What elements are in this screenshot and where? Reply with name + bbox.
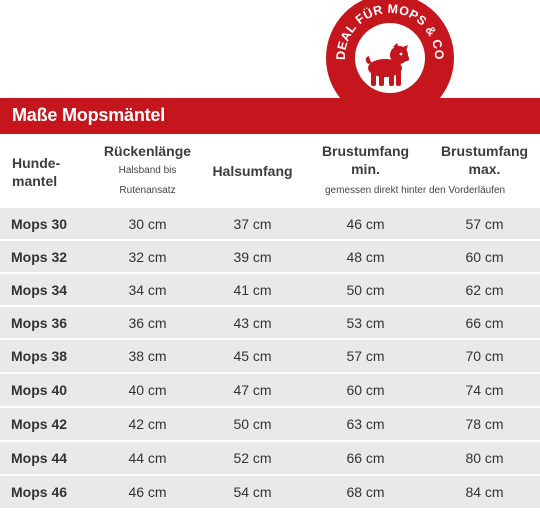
ideal-for-pugs-badge: IDEAL FÜR MOPS & CO. — [323, 0, 457, 106]
brustumfang-min-value: 48 cm — [346, 248, 385, 265]
halsumfang-value: 47 cm — [233, 382, 272, 398]
rueckenlaenge-value: 36 cm — [128, 314, 167, 331]
header-brustumfang-max-line1: Brustumfang — [440, 143, 529, 159]
size-table-body: Mops 30 30 cm 37 cm 46 cm 57 cm Mops 32 … — [0, 206, 540, 508]
rueckenlaenge-value: 42 cm — [128, 416, 167, 432]
header-hundemantel-line2: mantel — [12, 173, 58, 189]
halsumfang-value: 41 cm — [233, 281, 272, 298]
brustumfang-max-value: 66 cm — [465, 314, 504, 331]
halsumfang-value: 50 cm — [233, 416, 272, 432]
brustumfang-min-value: 53 cm — [346, 314, 385, 331]
table-row: Mops 34 34 cm 41 cm 50 cm 62 cm — [0, 274, 540, 305]
halsumfang-value: 45 cm — [233, 348, 272, 364]
brustumfang-max-value: 80 cm — [465, 450, 504, 466]
brustumfang-max-value: 78 cm — [465, 416, 504, 432]
rueckenlaenge-value: 38 cm — [128, 348, 167, 364]
brustumfang-max-value: 60 cm — [465, 248, 504, 265]
table-row: Mops 42 42 cm 50 cm 63 cm 78 cm — [0, 408, 540, 440]
header-brustumfang-max: Brustumfang max. — [437, 142, 532, 178]
size-label: Mops 32 — [11, 248, 68, 265]
brustumfang-min-value: 46 cm — [346, 215, 385, 232]
header-rueckenlaenge: Rückenlänge Halsband bis Rutenansatz — [100, 142, 195, 200]
brustumfang-min-value: 50 cm — [346, 281, 385, 298]
rueckenlaenge-value: 40 cm — [128, 382, 167, 398]
table-row: Mops 44 44 cm 52 cm 66 cm 80 cm — [0, 442, 540, 474]
pug-logo-icon: IDEAL FÜR MOPS & CO. — [323, 0, 454, 106]
table-row: Mops 30 30 cm 37 cm 46 cm 57 cm — [0, 208, 540, 239]
pug-silhouette — [365, 43, 409, 86]
rueckenlaenge-value: 32 cm — [128, 248, 167, 265]
size-label: Mops 40 — [11, 382, 68, 398]
header-hundemantel-line1: Hunde- — [12, 155, 61, 171]
size-label: Mops 46 — [11, 484, 68, 500]
halsumfang-value: 54 cm — [233, 484, 272, 500]
header-brustumfang-min-line2: min. — [351, 161, 380, 177]
table-row: Mops 40 40 cm 47 cm 60 cm 74 cm — [0, 374, 540, 406]
rueckenlaenge-value: 44 cm — [128, 450, 167, 466]
header-rueckenlaenge-sub2: Rutenansatz — [119, 185, 176, 196]
header-brustumfang-min-line1: Brustumfang — [321, 143, 410, 159]
title-bar: Maße Mopsmäntel — [0, 98, 540, 134]
brustumfang-max-value: 74 cm — [465, 382, 504, 398]
rueckenlaenge-value: 30 cm — [128, 215, 167, 232]
brustumfang-max-value: 84 cm — [465, 484, 504, 500]
size-label: Mops 44 — [11, 450, 68, 466]
page-title: Maße Mopsmäntel — [12, 105, 166, 125]
brustumfang-min-value: 60 cm — [346, 382, 385, 398]
header-rueckenlaenge-title: Rückenlänge — [103, 143, 192, 159]
size-label: Mops 30 — [11, 215, 68, 232]
header-halsumfang: Halsumfang — [212, 163, 293, 179]
halsumfang-value: 43 cm — [233, 314, 272, 331]
halsumfang-value: 37 cm — [233, 215, 272, 232]
size-label: Mops 36 — [11, 314, 68, 331]
rueckenlaenge-value: 46 cm — [128, 484, 167, 500]
rueckenlaenge-value: 34 cm — [128, 281, 167, 298]
halsumfang-value: 39 cm — [233, 248, 272, 265]
brustumfang-min-value: 66 cm — [346, 450, 385, 466]
brustumfang-max-value: 62 cm — [465, 281, 504, 298]
size-label: Mops 34 — [11, 281, 68, 298]
table-row: Mops 38 38 cm 45 cm 57 cm 70 cm — [0, 340, 540, 372]
brustumfang-min-value: 63 cm — [346, 416, 385, 432]
brustumfang-min-value: 57 cm — [346, 348, 385, 364]
table-row: Mops 46 46 cm 54 cm 68 cm 84 cm — [0, 476, 540, 508]
brustumfang-max-value: 70 cm — [465, 348, 504, 364]
header-rueckenlaenge-sub1: Halsband bis — [118, 165, 177, 176]
size-label: Mops 42 — [11, 416, 68, 432]
brustumfang-note: gemessen direkt hinter den Vorderläufen — [325, 185, 506, 196]
table-row: Mops 32 32 cm 39 cm 48 cm 60 cm — [0, 241, 540, 272]
halsumfang-value: 52 cm — [233, 450, 272, 466]
table-row: Mops 36 36 cm 43 cm 53 cm 66 cm — [0, 307, 540, 338]
header-brustumfang-min: Brustumfang min. — [318, 142, 413, 178]
table-header: Hunde- mantel Rückenlänge Halsband bis R… — [0, 134, 540, 206]
brustumfang-max-value: 57 cm — [465, 215, 504, 232]
brustumfang-min-value: 68 cm — [346, 484, 385, 500]
header-hundemantel: Hunde- mantel — [12, 154, 60, 190]
header-brustumfang-max-line2: max. — [468, 161, 501, 177]
size-label: Mops 38 — [11, 348, 68, 364]
